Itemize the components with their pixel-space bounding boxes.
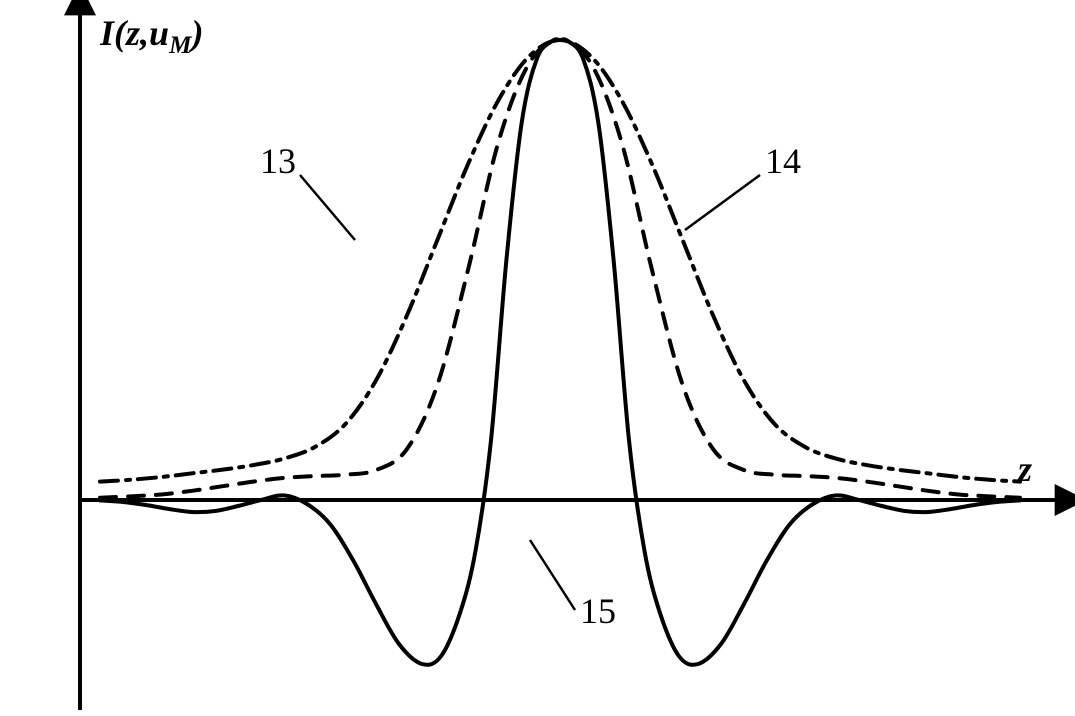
curve15-callout-line: [530, 540, 575, 610]
curve14-callout-line: [685, 175, 760, 230]
curve13: [100, 40, 1020, 482]
intensity-vs-z-plot: I(z,u_M) I(z,uM) z 13 14 15: [0, 0, 1075, 716]
plot-svg: [0, 0, 1075, 716]
curves-group: [100, 39, 1020, 665]
curve14: [100, 40, 1020, 498]
curve15: [100, 39, 1020, 665]
curve13-callout-line: [300, 175, 355, 240]
